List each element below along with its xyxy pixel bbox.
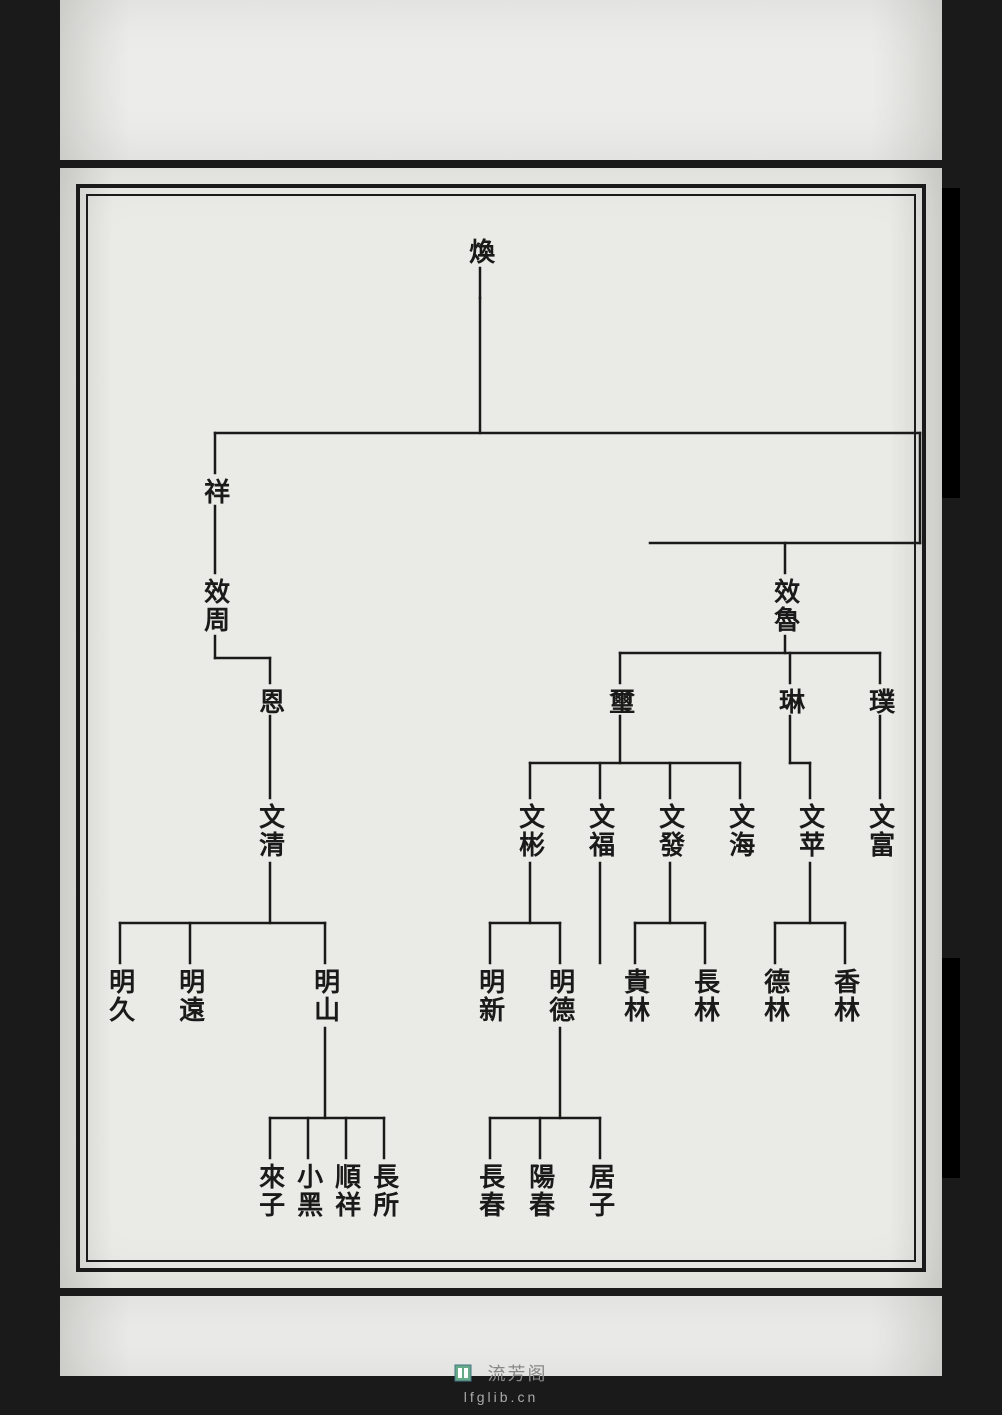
main-page: 煥祥效周恩文清 效魯璽 琳 璞文彬文福文發文海文苹文富明久明遠 明山 明新明德貴林長林德林… [60,168,942,1288]
tree-node-laizi: 來子 [256,1163,283,1219]
side-tab-upper [942,188,960,498]
tree-node-wenbin: 文彬 [516,803,543,859]
tree-node-mingxin: 明新 [476,968,503,1024]
tree-node-mingyuan: 明遠 [176,968,203,1024]
tree-node-mingshan: 明山 [311,968,338,1024]
tree-node-wenfu: 文富 [866,803,893,859]
side-tab-lower [942,958,960,1178]
tree-node-wencui: 文苹 [796,803,823,859]
logo-icon [454,1364,472,1387]
tree-node-xiaohei: 小黑 [294,1163,321,1219]
tree-node-xiaozhou: 效周 [201,578,228,634]
tree-node-yangchun: 陽春 [526,1163,553,1219]
tree-node-changlin: 長林 [691,968,718,1024]
tree-node-qu: 璽 [606,688,633,716]
tree-node-huan: 煥 [466,238,493,266]
tree-node-juzi: 居子 [586,1163,613,1219]
tree-node-delin: 德林 [761,968,788,1024]
tree-node-wenfa: 文發 [656,803,683,859]
tree-node-en: 恩 [256,688,283,716]
tree-node-lin: 琳 [776,688,803,716]
tree-node-xianglin: 香林 [831,968,858,1024]
tree-node-xiang: 祥 [201,478,228,506]
page-top-strip [60,0,942,160]
tree-node-wenhai: 文海 [726,803,753,859]
tree-node-wenfu2: 文福 [586,803,613,859]
tree-node-guilin: 貴林 [621,968,648,1024]
tree-connectors [60,168,942,1288]
tree-node-shunxiang: 順祥 [332,1163,359,1219]
tree-node-wenqing: 文清 [256,803,283,859]
tree-node-mingde: 明德 [546,968,573,1024]
tree-node-changchun: 長春 [476,1163,503,1219]
tree-node-xiaolu: 效魯 [771,578,798,634]
tree-node-pu: 璞 [866,688,893,716]
watermark: 流芳阁 lfglib.cn [0,1360,1002,1405]
tree-node-mingjiu: 明久 [106,968,133,1024]
tree-node-changsuo: 長所 [370,1163,397,1219]
watermark-text: 流芳阁 [488,1364,548,1384]
watermark-url: lfglib.cn [0,1389,1002,1405]
